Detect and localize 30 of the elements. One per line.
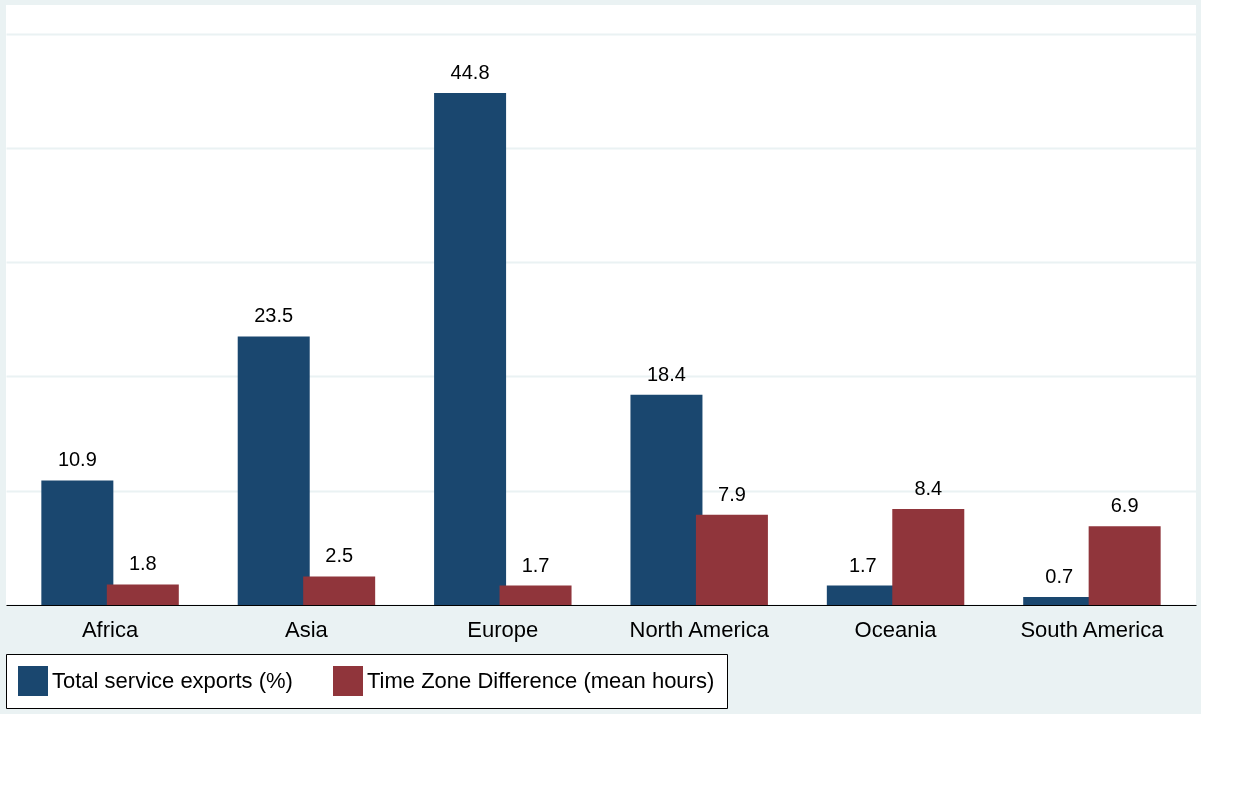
x-tick-label: Europe [467, 616, 539, 642]
data-label: 7.9 [718, 482, 746, 505]
data-label: 8.4 [914, 477, 943, 499]
data-label: 1.7 [521, 553, 550, 576]
bar [630, 394, 703, 605]
data-label: 44.8 [450, 61, 490, 83]
x-tick-label: Oceania [854, 616, 938, 642]
bar [499, 585, 572, 605]
x-tick-label: South America [1020, 616, 1165, 642]
data-label: 1.7 [848, 553, 877, 576]
data-label: 23.5 [254, 304, 294, 327]
bar [41, 480, 114, 605]
bar [695, 514, 768, 605]
legend-label: Time Zone Difference (mean hours) [367, 668, 715, 693]
legend-label: Total service exports (%) [52, 668, 293, 693]
bar [237, 336, 310, 605]
data-label: 0.7 [1045, 565, 1074, 587]
x-tick-label: Africa [81, 616, 139, 642]
bar [434, 93, 507, 605]
x-tick-label: North America [629, 616, 770, 642]
bar [303, 576, 376, 605]
data-label: 18.4 [646, 362, 686, 385]
data-label: 2.5 [325, 544, 354, 567]
x-tick-label: Asia [285, 616, 329, 642]
data-label: 6.9 [1110, 494, 1139, 517]
data-label: 1.8 [128, 552, 157, 575]
bar [1088, 526, 1161, 605]
bar [892, 509, 965, 605]
data-label: 10.9 [57, 448, 97, 471]
bar [106, 584, 179, 605]
